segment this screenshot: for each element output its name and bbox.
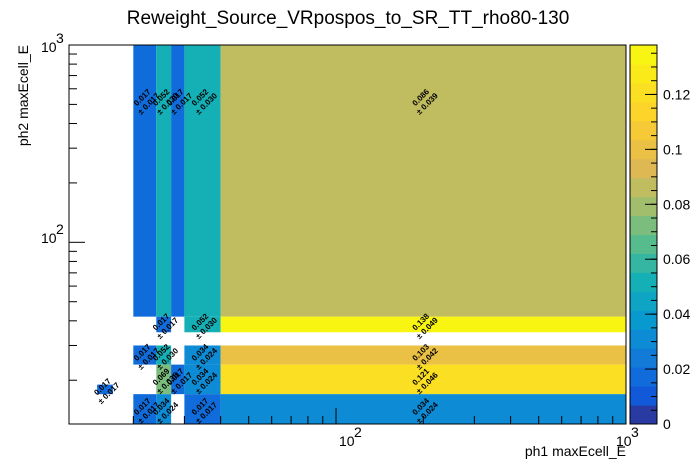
colorbar-swatch	[630, 177, 657, 198]
svg-text:3: 3	[631, 424, 639, 440]
colorbar-swatch	[630, 329, 657, 349]
heatmap-cell	[156, 364, 172, 395]
heatmap-cell	[97, 384, 113, 395]
svg-text:3: 3	[56, 30, 64, 46]
heatmap-cell	[171, 45, 185, 317]
colorbar-swatch	[630, 253, 657, 273]
svg-text:2: 2	[56, 221, 64, 237]
heatmap-cell	[156, 45, 172, 317]
heatmap-cell	[156, 316, 172, 333]
heatmap-cell	[171, 364, 185, 395]
y-axis-ticks	[69, 53, 85, 381]
colorbar-ticks: 0 0.02 0.04 0.06 0.08 0.1 0.12	[645, 52, 690, 432]
heatmap-cell	[220, 345, 627, 365]
svg-text:2: 2	[354, 424, 362, 440]
heatmap-cell	[220, 45, 627, 317]
colorbar-swatch	[630, 196, 657, 217]
x-axis-label: ph1 maxEcell_E	[525, 443, 626, 459]
heatmap-cell	[184, 364, 221, 395]
heatmap-cell	[133, 45, 157, 317]
heatmap-cell	[156, 394, 172, 424]
plot-frame	[68, 44, 627, 425]
colorbar-swatch	[630, 348, 657, 368]
colorbar-swatch	[630, 45, 657, 65]
svg-text:10: 10	[41, 39, 57, 55]
colorbar-frame	[629, 44, 658, 425]
svg-text:10: 10	[616, 433, 632, 449]
colorbar-swatch	[630, 63, 657, 84]
cell-label: 0.017± 0.017	[92, 376, 122, 406]
heatmap-cells	[97, 45, 627, 424]
colorbar-tick-label: 0.02	[663, 361, 690, 377]
colorbar-tick-label: 0.06	[663, 251, 690, 267]
heatmap-cell	[133, 345, 157, 365]
y-axis-label: ph2 maxEcell_E	[15, 45, 31, 146]
colorbar-swatch	[630, 82, 657, 103]
y-tick-label-100: 10 2	[41, 221, 64, 246]
colorbar-swatch	[630, 272, 657, 292]
svg-text:10: 10	[41, 230, 57, 246]
colorbar-swatch	[630, 405, 657, 425]
x-tick-label-100: 10 2	[339, 424, 362, 449]
heatmap-cell	[184, 45, 221, 317]
heatmap-cell	[184, 345, 221, 365]
x-axis-ticks	[132, 408, 614, 424]
colorbar-swatch	[630, 158, 657, 179]
colorbar-tick-label: 0.08	[663, 196, 690, 212]
chart-title: Reweight_Source_VRpospos_to_SR_TT_rho80-…	[127, 8, 570, 29]
colorbar-swatch	[630, 291, 657, 311]
heatmap-cell	[156, 345, 172, 365]
heatmap-cell	[220, 364, 627, 395]
heatmap-cell	[184, 394, 221, 424]
svg-text:10: 10	[339, 433, 355, 449]
colorbar-swatch	[630, 215, 657, 235]
colorbar-tick-label: 0.04	[663, 306, 690, 322]
colorbar-swatch	[630, 386, 657, 406]
colorbar-swatch	[630, 139, 657, 160]
y-tick-label-1000: 10 3	[41, 30, 64, 55]
heatmap-cell	[133, 394, 157, 424]
heatmap-cell	[220, 316, 627, 333]
heatmap-cell	[184, 316, 221, 333]
colorbar-tick-label: 0.1	[663, 141, 683, 157]
colorbar-tick-label: 0	[663, 416, 671, 432]
colorbar-tick-label: 0.12	[663, 86, 690, 102]
colorbar-swatch	[630, 310, 657, 330]
colorbar-swatch	[630, 367, 657, 387]
x-tick-label-1000: 10 3	[616, 424, 639, 449]
colorbar-swatch	[630, 120, 657, 141]
colorbar-swatch	[630, 101, 657, 122]
colorbar	[630, 45, 657, 425]
colorbar-swatch	[630, 234, 657, 254]
